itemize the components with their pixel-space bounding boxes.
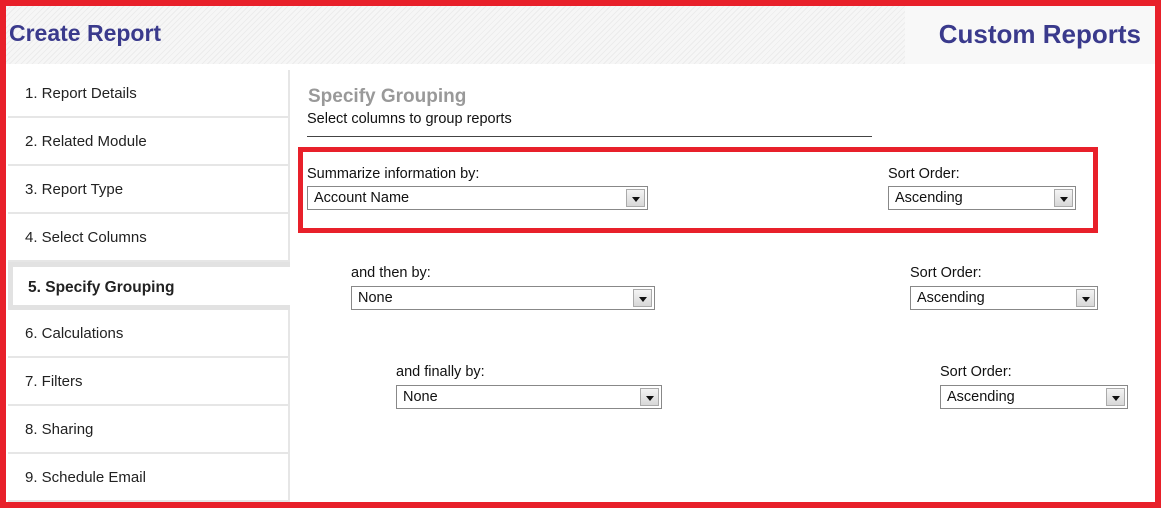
step-filters[interactable]: 7. Filters (8, 358, 290, 406)
module-title-box: Custom Reports (905, 6, 1155, 64)
page-title: Create Report (9, 20, 162, 46)
sort2-label: Sort Order: (910, 265, 982, 281)
header: Create Report Custom Reports (6, 6, 1155, 64)
group2-select[interactable]: None (351, 286, 655, 310)
step-specify-grouping[interactable]: 5. Specify Grouping (8, 262, 290, 310)
group1-value: Account Name (314, 190, 410, 206)
divider (307, 136, 872, 137)
section-title: Specify Grouping (308, 86, 467, 107)
sort1-label: Sort Order: (888, 166, 960, 182)
sort1-select[interactable]: Ascending (888, 186, 1076, 210)
chevron-down-icon[interactable] (1054, 189, 1073, 207)
group2-value: None (358, 290, 393, 306)
sort2-select[interactable]: Ascending (910, 286, 1098, 310)
highlight-box (298, 147, 1098, 233)
group3-select[interactable]: None (396, 385, 662, 409)
group1-select[interactable]: Account Name (307, 186, 648, 210)
group1-label: Summarize information by: (307, 166, 480, 182)
step-sharing[interactable]: 8. Sharing (8, 406, 290, 454)
group3-value: None (403, 389, 438, 405)
sort3-label: Sort Order: (940, 364, 1012, 380)
sort3-select[interactable]: Ascending (940, 385, 1128, 409)
section-subtitle: Select columns to group reports (307, 111, 512, 127)
sort2-value: Ascending (917, 290, 985, 306)
module-title: Custom Reports (938, 19, 1141, 49)
chevron-down-icon[interactable] (1106, 388, 1125, 406)
step-report-type[interactable]: 3. Report Type (8, 166, 290, 214)
wizard-steps: 1. Report Details 2. Related Module 3. R… (8, 70, 290, 502)
step-related-module[interactable]: 2. Related Module (8, 118, 290, 166)
step-schedule-email[interactable]: 9. Schedule Email (8, 454, 290, 502)
group3-label: and finally by: (396, 364, 485, 380)
chevron-down-icon[interactable] (640, 388, 659, 406)
sort3-value: Ascending (947, 389, 1015, 405)
chevron-down-icon[interactable] (1076, 289, 1095, 307)
step-select-columns[interactable]: 4. Select Columns (8, 214, 290, 262)
group2-label: and then by: (351, 265, 431, 281)
sort1-value: Ascending (895, 190, 963, 206)
chevron-down-icon[interactable] (633, 289, 652, 307)
chevron-down-icon[interactable] (626, 189, 645, 207)
step-calculations[interactable]: 6. Calculations (8, 310, 290, 358)
step-report-details[interactable]: 1. Report Details (8, 70, 290, 118)
